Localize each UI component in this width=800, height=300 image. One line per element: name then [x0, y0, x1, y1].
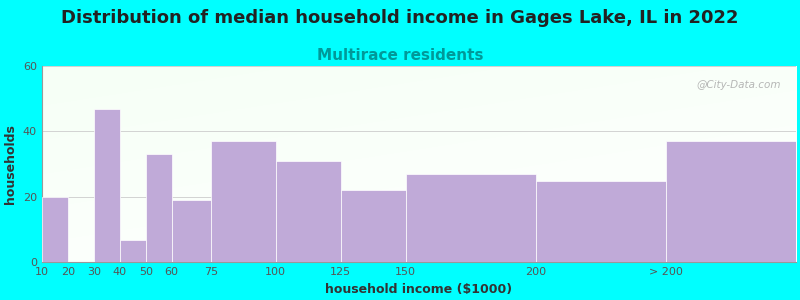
Bar [341, 190, 406, 262]
Bar [172, 200, 210, 262]
Text: Distribution of median household income in Gages Lake, IL in 2022: Distribution of median household income … [62, 9, 738, 27]
Bar [146, 154, 172, 262]
Bar [536, 181, 666, 262]
Y-axis label: households: households [4, 124, 17, 204]
Bar [94, 109, 120, 262]
Bar [42, 197, 68, 262]
Text: @City-Data.com: @City-Data.com [696, 80, 781, 90]
X-axis label: household income ($1000): household income ($1000) [326, 283, 512, 296]
Text: Multirace residents: Multirace residents [317, 48, 483, 63]
Bar [666, 141, 796, 262]
Bar [276, 161, 341, 262]
Bar [210, 141, 276, 262]
Bar [120, 239, 146, 262]
Bar [406, 174, 536, 262]
